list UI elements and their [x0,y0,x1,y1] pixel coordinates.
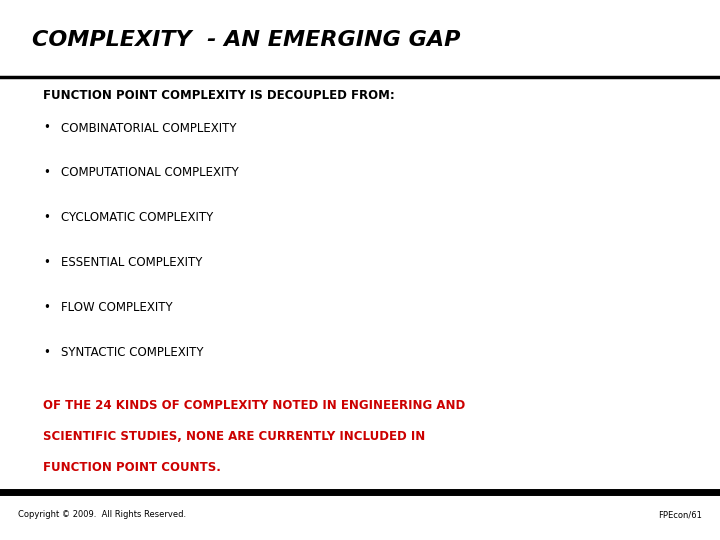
Text: •: • [43,301,50,314]
Text: •: • [43,256,50,269]
Text: CYCLOMATIC COMPLEXITY: CYCLOMATIC COMPLEXITY [61,211,213,224]
Text: COMBINATORIAL COMPLEXITY: COMBINATORIAL COMPLEXITY [61,122,237,134]
Text: ESSENTIAL COMPLEXITY: ESSENTIAL COMPLEXITY [61,256,202,269]
Text: COMPUTATIONAL COMPLEXITY: COMPUTATIONAL COMPLEXITY [61,166,239,179]
Text: FUNCTION POINT COUNTS.: FUNCTION POINT COUNTS. [43,461,221,474]
Text: •: • [43,166,50,179]
Text: FPEcon/61: FPEcon/61 [658,510,702,519]
Text: Copyright © 2009.  All Rights Reserved.: Copyright © 2009. All Rights Reserved. [18,510,186,519]
Text: COMPLEXITY  - AN EMERGING GAP: COMPLEXITY - AN EMERGING GAP [32,30,461,50]
Text: FUNCTION POINT COMPLEXITY IS DECOUPLED FROM:: FUNCTION POINT COMPLEXITY IS DECOUPLED F… [43,89,395,102]
Text: •: • [43,346,50,359]
Text: SCIENTIFIC STUDIES, NONE ARE CURRENTLY INCLUDED IN: SCIENTIFIC STUDIES, NONE ARE CURRENTLY I… [43,430,426,443]
Text: SYNTACTIC COMPLEXITY: SYNTACTIC COMPLEXITY [61,346,204,359]
Text: •: • [43,122,50,134]
Text: •: • [43,211,50,224]
Text: FLOW COMPLEXITY: FLOW COMPLEXITY [61,301,173,314]
Text: OF THE 24 KINDS OF COMPLEXITY NOTED IN ENGINEERING AND: OF THE 24 KINDS OF COMPLEXITY NOTED IN E… [43,399,465,411]
